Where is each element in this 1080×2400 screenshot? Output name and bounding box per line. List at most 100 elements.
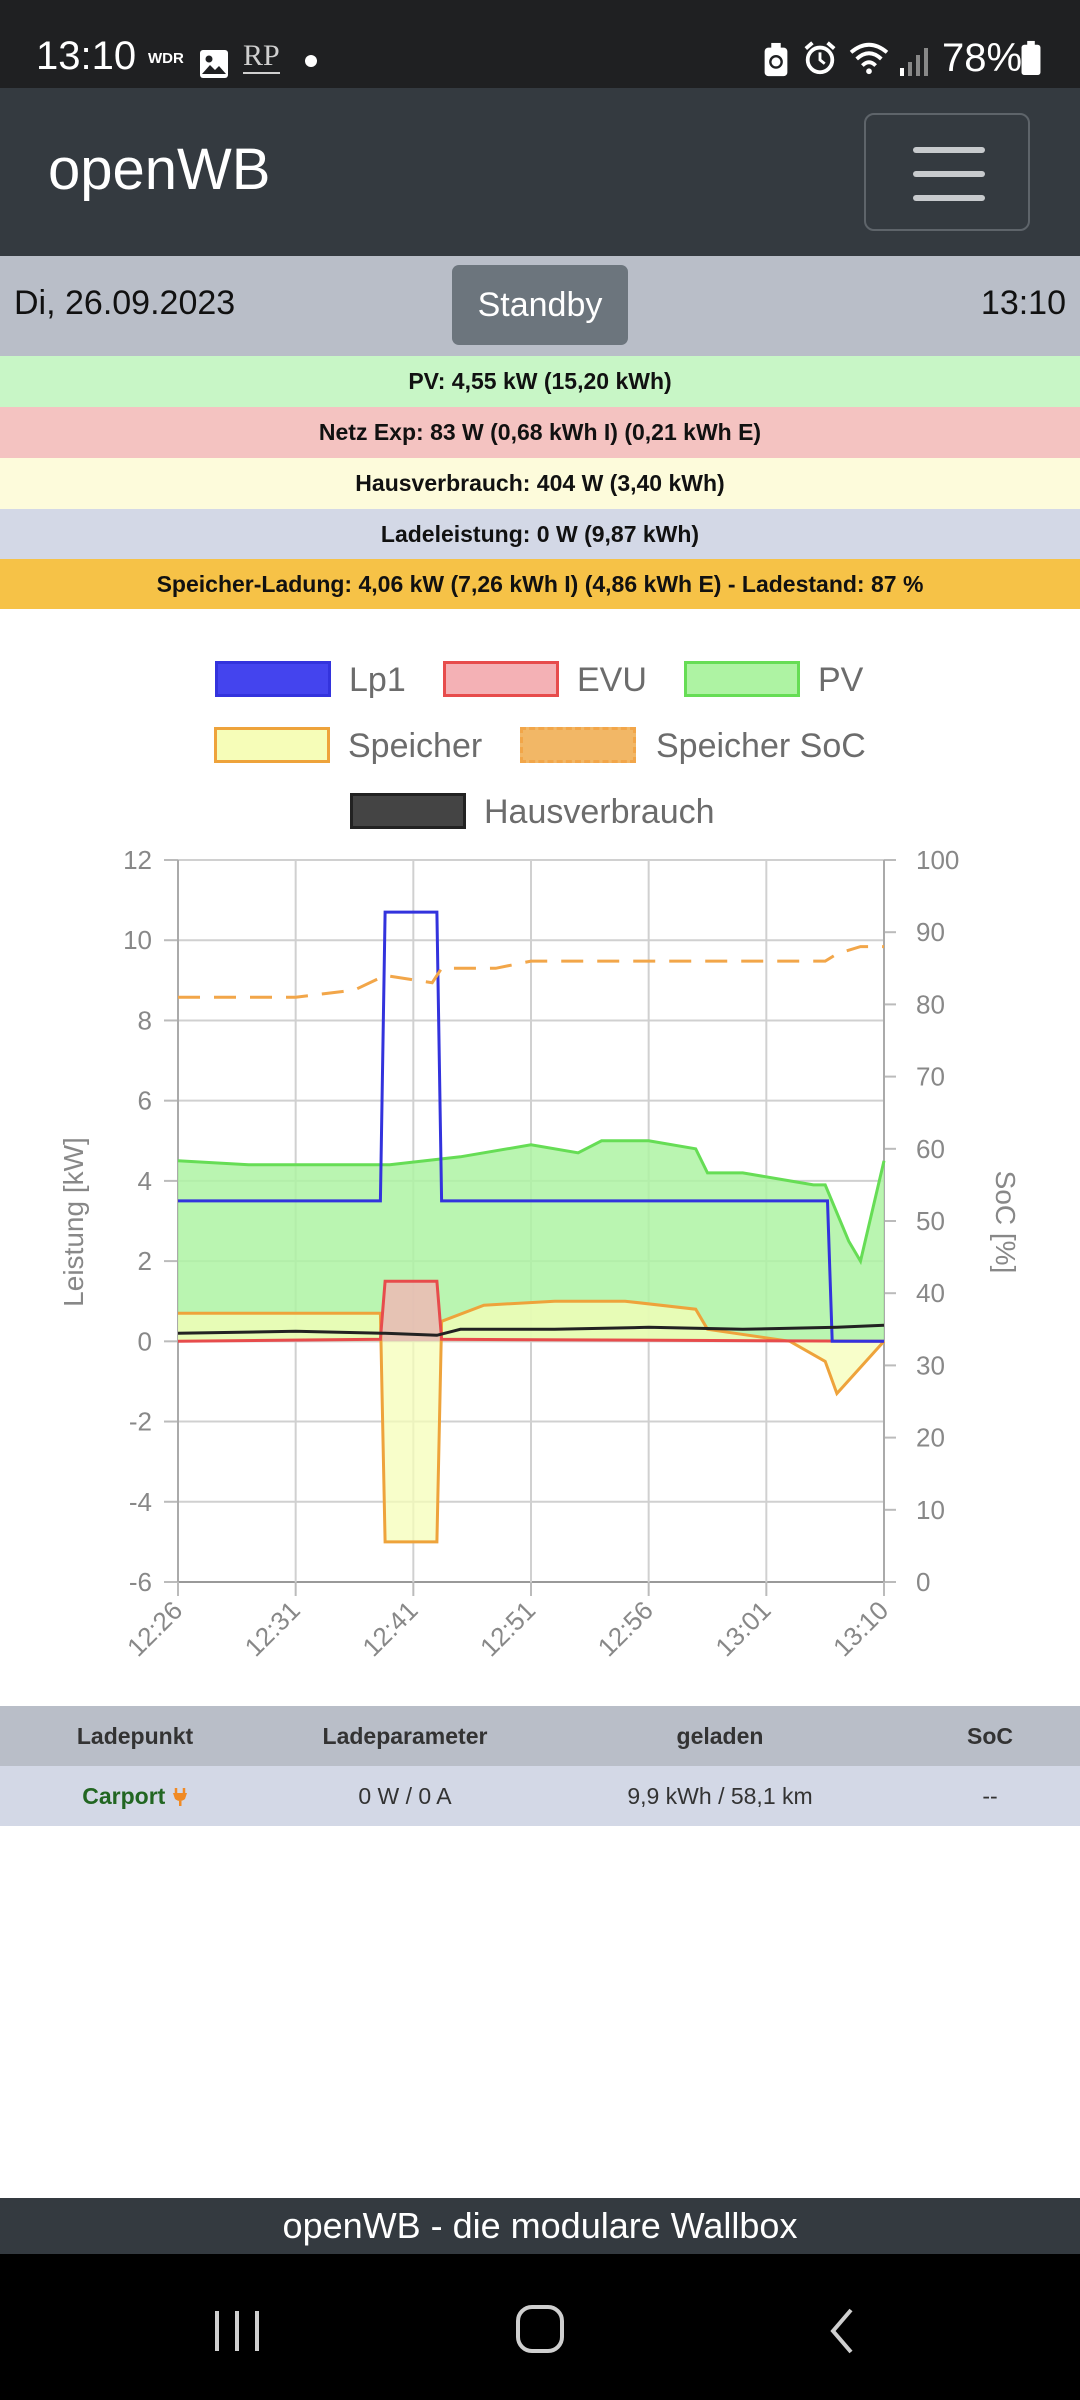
battery-saver-icon	[764, 42, 788, 77]
x-tick-label: 12:56	[592, 1595, 659, 1662]
legend-item-speicher-soc[interactable]: Speicher SoC	[520, 727, 880, 767]
charge-summary: Ladeleistung: 0 W (9,87 kWh)	[0, 509, 1080, 559]
grid-summary: Netz Exp: 83 W (0,68 kWh I) (0,21 kWh E)	[0, 407, 1080, 458]
x-tick-label: 12:51	[474, 1595, 541, 1662]
series-line-evu	[177, 1279, 885, 1343]
y2-axis-label: SoC [%]	[990, 1171, 1021, 1274]
y-axis-label: Leistung [kW]	[58, 1137, 89, 1307]
y-tick-label: 2	[138, 1246, 152, 1276]
current-date: Di, 26.09.2023	[14, 284, 236, 322]
current-time: 13:10	[980, 284, 1066, 322]
y-tick-label: -4	[129, 1487, 152, 1517]
menu-button[interactable]	[864, 113, 1030, 231]
legend-swatch	[520, 727, 636, 763]
brand-title[interactable]: openWB	[48, 137, 271, 202]
y2-tick-label: 100	[916, 845, 959, 875]
recent-apps-icon[interactable]	[212, 2309, 262, 2353]
x-tick-label: 13:01	[709, 1595, 776, 1662]
geladen-value: 9,9 kWh / 58,1 km	[627, 1783, 813, 1809]
hamburger-icon	[913, 195, 985, 201]
y2-tick-label: 10	[916, 1495, 945, 1525]
battery-percent: 78%	[942, 36, 1023, 80]
legend-item-evu[interactable]: EVU	[443, 661, 663, 701]
legend-swatch	[350, 793, 466, 829]
series-area-speicher	[178, 1301, 884, 1542]
ladepunkt-label: Carport	[82, 1783, 166, 1809]
rp-icon: RP	[243, 39, 280, 74]
status-bar: 13:10 WDR RP 78%	[0, 0, 1080, 88]
legend-swatch	[443, 661, 559, 697]
status-time: 13:10	[36, 34, 137, 78]
table-header: Ladepunkt Ladeparameter geladen SoC	[0, 1706, 1080, 1766]
series-line-hausverbrauch	[177, 1323, 885, 1337]
legend-item-lp1[interactable]: Lp1	[215, 661, 435, 701]
system-nav-bar	[0, 2254, 1080, 2400]
series-line-speicher-soc	[178, 945, 884, 999]
legend-label: Speicher SoC	[656, 727, 866, 765]
footer: openWB - die modulare Wallbox	[0, 2198, 1080, 2254]
power-chart: 121086420-2-4-6100908070605040302010012:…	[58, 845, 1021, 1662]
alarm-icon	[804, 41, 836, 75]
legend-swatch	[684, 661, 800, 697]
x-tick-label: 13:10	[827, 1595, 894, 1662]
col-soc: SoC	[967, 1723, 1013, 1749]
y2-tick-label: 70	[916, 1062, 945, 1092]
y-tick-label: -2	[129, 1407, 152, 1437]
x-tick-label: 12:41	[356, 1595, 423, 1662]
y2-tick-label: 80	[916, 989, 945, 1019]
legend-label: Speicher	[348, 727, 483, 765]
y2-tick-label: 20	[916, 1423, 945, 1453]
wdr-icon: WDR	[148, 50, 184, 67]
y-tick-label: -6	[129, 1567, 152, 1597]
house-summary: Hausverbrauch: 404 W (3,40 kWh)	[0, 458, 1080, 509]
ladepunkt-name[interactable]: Carport	[0, 1766, 270, 1826]
series-line-lp1	[178, 910, 884, 1343]
y-tick-label: 0	[138, 1326, 152, 1356]
series-area-pv	[178, 1140, 884, 1342]
y2-tick-label: 40	[916, 1278, 945, 1308]
soc-value: --	[982, 1783, 998, 1809]
table-row[interactable]: Carport 0 W / 0 A 9,9 kWh / 58,1 km --	[0, 1766, 1080, 1826]
y2-tick-label: 60	[916, 1134, 945, 1164]
signal-icon	[900, 48, 928, 76]
col-ladepunkt: Ladepunkt	[76, 1723, 194, 1749]
legend-swatch	[214, 727, 330, 763]
back-icon[interactable]	[823, 2307, 863, 2355]
y-tick-label: 8	[138, 1005, 152, 1035]
legend-item-speicher[interactable]: Speicher	[214, 727, 494, 767]
home-icon[interactable]	[515, 2304, 565, 2354]
y-tick-label: 12	[123, 845, 152, 875]
y2-tick-label: 50	[916, 1206, 945, 1236]
y2-tick-label: 90	[916, 917, 945, 947]
y2-tick-label: 30	[916, 1350, 945, 1380]
standby-button[interactable]: Standby	[452, 265, 628, 345]
legend-label: EVU	[577, 661, 647, 699]
y-tick-label: 4	[138, 1166, 152, 1196]
legend-item-pv[interactable]: PV	[684, 661, 904, 701]
y-tick-label: 10	[123, 925, 152, 955]
wifi-icon	[849, 42, 889, 75]
dot-icon	[305, 55, 317, 67]
navbar: openWB	[0, 88, 1080, 256]
legend-label: Lp1	[349, 661, 406, 699]
battery-icon	[1021, 40, 1041, 76]
series-line-pv	[177, 1139, 886, 1266]
x-tick-label: 12:31	[239, 1595, 306, 1662]
col-ladeparameter: Ladeparameter	[322, 1723, 488, 1749]
legend-item-hausverbrauch[interactable]: Hausverbrauch	[350, 793, 750, 833]
legend-label: Hausverbrauch	[484, 793, 715, 831]
gallery-icon	[200, 50, 228, 78]
pv-summary: PV: 4,55 kW (15,20 kWh)	[0, 356, 1080, 407]
ladeparameter-value: 0 W / 0 A	[358, 1783, 452, 1809]
x-tick-label: 12:26	[121, 1595, 188, 1662]
hamburger-icon	[913, 147, 985, 153]
col-geladen: geladen	[676, 1723, 764, 1749]
hamburger-icon	[913, 171, 985, 177]
y2-tick-label: 0	[916, 1567, 930, 1597]
legend-label: PV	[818, 661, 864, 699]
series-line-speicher	[178, 1299, 886, 1544]
y-tick-label: 6	[138, 1086, 152, 1116]
plug-icon	[172, 1788, 187, 1806]
storage-summary: Speicher-Ladung: 4,06 kW (7,26 kWh I) (4…	[0, 559, 1080, 609]
legend-swatch	[215, 661, 331, 697]
